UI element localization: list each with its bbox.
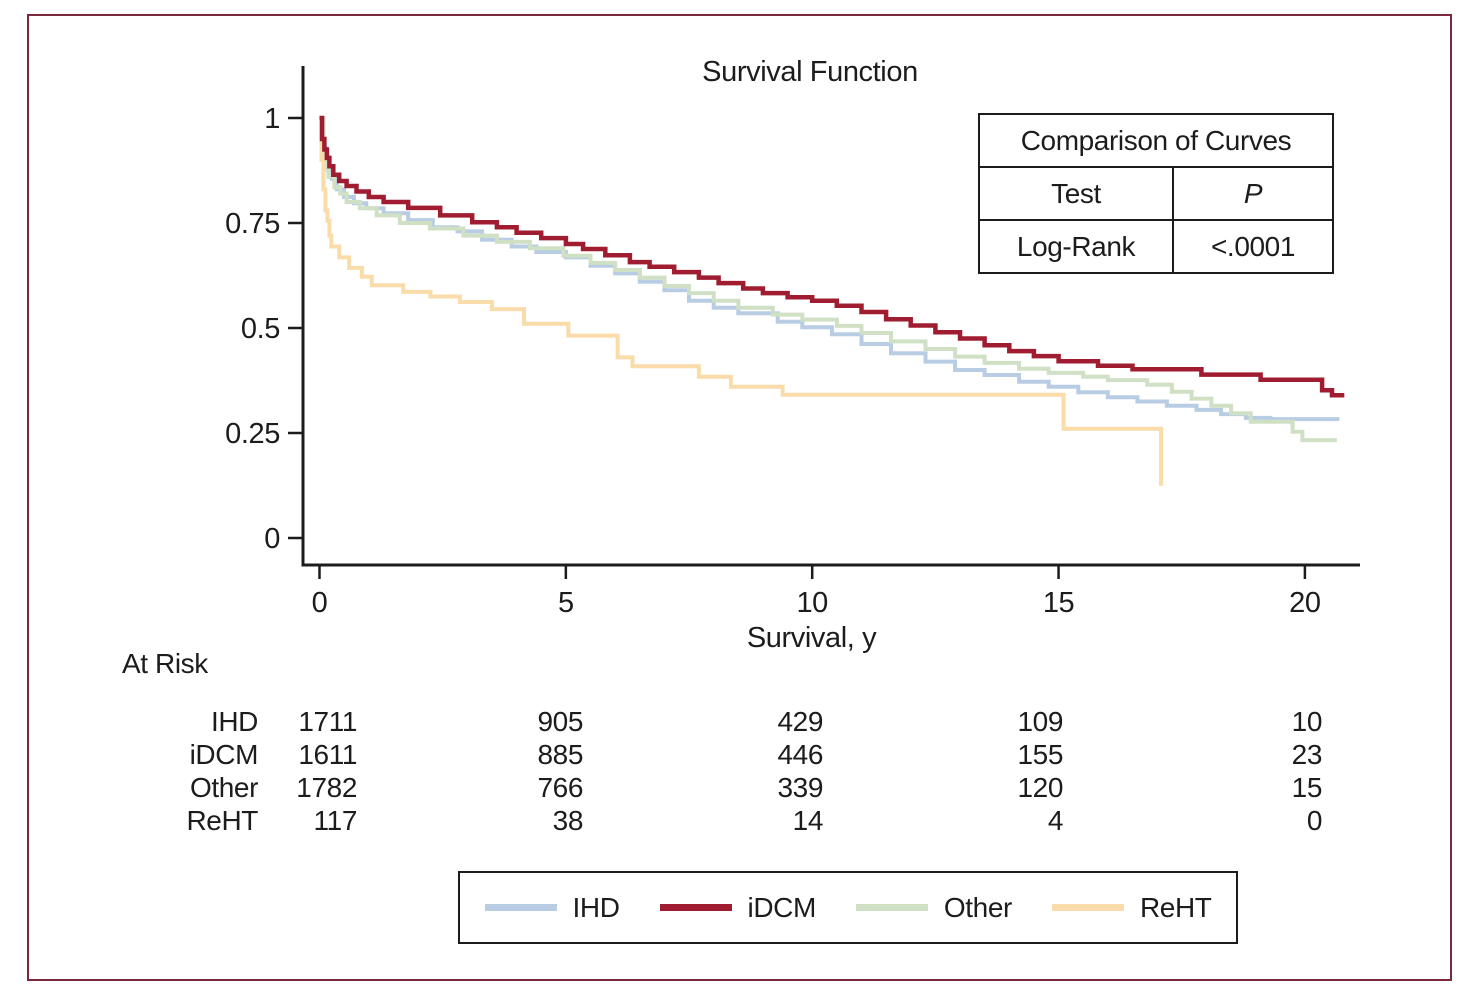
at-risk-value-ReHT-0y: 117: [313, 805, 358, 836]
at-risk-heading: At Risk: [122, 648, 208, 679]
legend-label-iDCM: iDCM: [747, 891, 817, 923]
curve-ReHT: [319, 116, 1163, 486]
x-tick-label-0: 0: [312, 587, 328, 619]
at-risk-value-Other-20y: 15: [1291, 772, 1323, 803]
curve-Other: [319, 116, 1337, 443]
comparison-table: Comparison of Curves Test P Log-Rank <.0…: [978, 113, 1334, 274]
legend-label-Other: Other: [943, 891, 1012, 923]
legend-swatch-ReHT: [1051, 904, 1124, 911]
comparison-table-p-header: P: [1172, 166, 1334, 221]
figure-border: [27, 14, 1452, 981]
x-tick-label-10: 10: [796, 587, 827, 619]
comparison-table-test-header: Test: [978, 166, 1174, 221]
legend-item-iDCM: iDCM: [659, 891, 817, 924]
at-risk-row-label-ReHT: ReHT: [186, 805, 258, 836]
at-risk-value-iDCM-5y: 885: [537, 739, 583, 770]
at-risk-value-IHD-15y: 109: [1017, 706, 1063, 737]
at-risk-value-Other-0y: 1782: [296, 772, 357, 803]
x-tick-label-15: 15: [1043, 587, 1074, 619]
y-tick-label-0.75: 0.75: [225, 208, 280, 240]
legend-item-IHD: IHD: [484, 891, 620, 924]
at-risk-row-label-IHD: IHD: [210, 706, 258, 737]
y-tick-label-0: 0: [264, 523, 280, 555]
at-risk-value-iDCM-10y: 446: [777, 739, 823, 770]
comparison-table-test-value: Log-Rank: [978, 219, 1174, 274]
at-risk-value-IHD-20y: 10: [1291, 706, 1323, 737]
chart-title: Survival Function: [702, 56, 918, 88]
at-risk-value-IHD-5y: 905: [537, 706, 583, 737]
y-tick-label-0.25: 0.25: [225, 418, 280, 450]
y-tick-label-1: 1: [264, 103, 280, 135]
legend-label-IHD: IHD: [572, 891, 620, 923]
comparison-table-p-value: <.0001: [1172, 219, 1334, 274]
comparison-table-title: Comparison of Curves: [978, 113, 1334, 168]
at-risk-value-ReHT-15y: 4: [1047, 805, 1064, 836]
legend-swatch-IHD: [484, 904, 557, 911]
legend-label-ReHT: ReHT: [1139, 891, 1212, 923]
curve-iDCM: [319, 115, 1345, 398]
at-risk-value-iDCM-20y: 23: [1291, 739, 1323, 770]
at-risk-value-Other-15y: 120: [1017, 772, 1063, 803]
legend-swatch-iDCM: [659, 904, 732, 911]
at-risk-value-ReHT-10y: 14: [792, 805, 824, 836]
at-risk-value-ReHT-20y: 0: [1306, 805, 1323, 836]
at-risk-row-label-iDCM: iDCM: [189, 739, 259, 770]
at-risk-value-ReHT-5y: 38: [552, 805, 584, 836]
legend-swatch-Other: [855, 904, 928, 911]
x-tick-label-20: 20: [1289, 587, 1320, 619]
y-tick-label-0.5: 0.5: [241, 313, 280, 345]
at-risk-value-iDCM-0y: 1611: [298, 739, 357, 770]
at-risk-value-iDCM-15y: 155: [1017, 739, 1063, 770]
at-risk-value-IHD-0y: 1711: [298, 706, 357, 737]
x-tick-label-5: 5: [558, 587, 574, 619]
at-risk-value-IHD-10y: 429: [777, 706, 823, 737]
at-risk-row-label-Other: Other: [189, 772, 258, 803]
at-risk-value-Other-10y: 339: [777, 772, 823, 803]
x-axis-label: Survival, y: [747, 622, 877, 654]
at-risk-value-Other-5y: 766: [537, 772, 583, 803]
p-header-italic: P: [1243, 177, 1263, 209]
legend-item-ReHT: ReHT: [1051, 891, 1212, 924]
chart-legend: IHD iDCM Other ReHT: [458, 871, 1238, 944]
legend-item-Other: Other: [855, 891, 1012, 924]
